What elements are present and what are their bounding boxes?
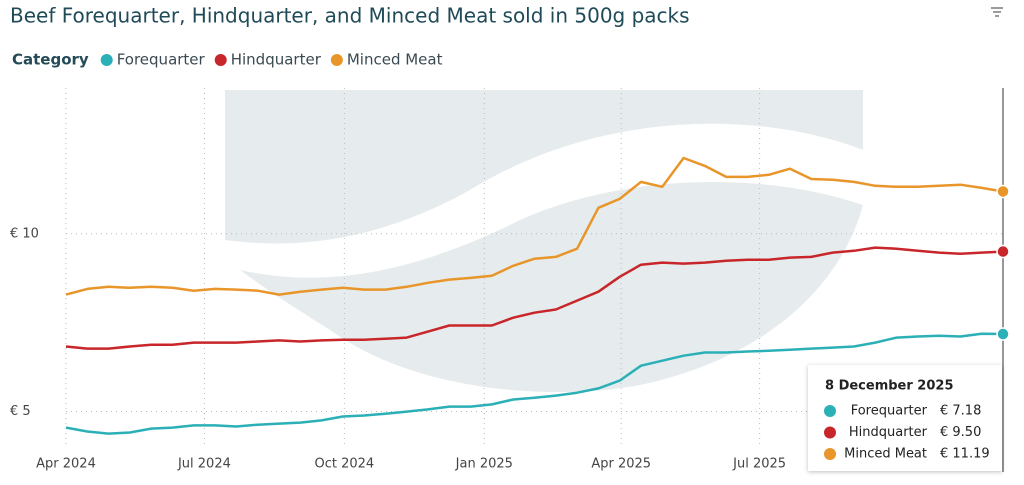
hover-marker <box>996 184 1010 199</box>
series-line <box>65 156 1004 296</box>
tooltip-box <box>808 365 1002 471</box>
tooltip-value: € 11.19 <box>940 447 990 462</box>
tooltip-name: Forequarter <box>851 404 928 419</box>
tooltip-value: € 9.50 <box>940 425 981 440</box>
watermark-logo <box>225 90 863 393</box>
tooltip: 8 December 2025 Forequarter € 7.18 Hindquar… <box>808 365 1002 471</box>
legend-label: Hindquarter <box>231 51 322 69</box>
tooltip-name: Hindquarter <box>849 425 928 440</box>
x-tick-label: Jul 2025 <box>732 457 786 472</box>
y-tick-label: € 10 <box>10 226 39 241</box>
x-tick-label: Jan 2025 <box>455 457 513 472</box>
x-tick-label: Oct 2024 <box>315 457 375 472</box>
tooltip-title: 8 December 2025 <box>825 379 954 394</box>
hover-marker <box>996 244 1010 259</box>
series-line <box>65 332 1004 435</box>
tooltip-marker <box>824 448 836 460</box>
legend-marker <box>214 54 227 66</box>
tooltip-name: Minced Meat <box>844 447 927 462</box>
tooltip-value: € 7.18 <box>940 404 981 419</box>
legend-marker <box>100 54 113 66</box>
series-line <box>65 246 1004 350</box>
legend-label: Forequarter <box>117 51 206 69</box>
chart-title: Beef Forequarter, Hindquarter, and Mince… <box>10 4 690 28</box>
x-tick-label: Apr 2025 <box>591 457 651 472</box>
legend-marker <box>330 54 343 66</box>
legend-title: Category <box>12 51 89 69</box>
y-tick-label: € 5 <box>10 404 31 419</box>
x-tick-label: Jul 2024 <box>177 457 231 472</box>
tooltip-marker <box>824 426 836 439</box>
legend-label: Minced Meat <box>347 51 443 69</box>
filter-icon[interactable] <box>991 7 1003 17</box>
x-tick-label: Apr 2024 <box>36 457 96 472</box>
tooltip-marker <box>824 405 836 417</box>
hover-marker <box>996 327 1010 341</box>
